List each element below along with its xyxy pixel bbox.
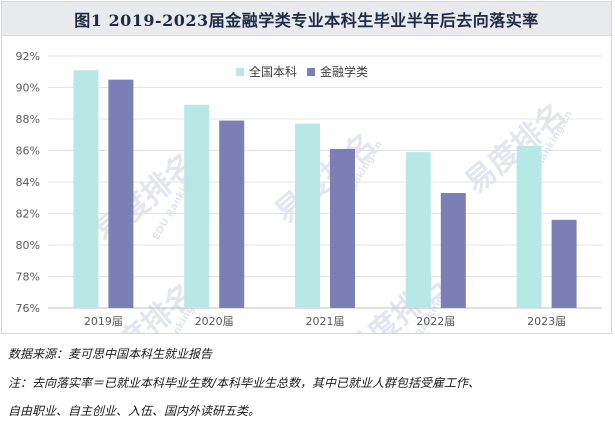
legend-label: 金融学类 [320,64,368,79]
footnote-line-2: 自由职业、自主创业、入伍、国内外读研五类。 [8,404,261,418]
bar-finance-4 [440,193,466,308]
bar-national-1 [73,70,99,308]
y-tick-label: 76% [16,302,40,315]
y-tick-label: 90% [16,82,40,95]
y-tick-label: 92% [16,50,40,63]
bar-finance-2 [219,120,245,308]
title-bar: 图1 2019-2023届金融学类专业本科生毕业半年后去向落实率 [2,2,611,36]
bar-national-2 [184,104,210,308]
x-tick-label: 2023届 [527,315,566,328]
gridlines [48,55,602,309]
y-tick-label: 88% [16,113,40,126]
legend-label: 全国本科 [249,64,297,79]
legend: 全国本科 金融学类 [236,64,368,79]
chart-title: 图1 2019-2023届金融学类专业本科生毕业半年后去向落实率 [74,10,539,30]
y-tick-label: 78% [16,271,40,284]
bar-national-5 [516,145,542,308]
bar-national-3 [295,123,320,308]
x-tick-label: 2021届 [306,315,345,328]
chart-container: 图1 2019-2023届金融学类专业本科生毕业半年后去向落实率 易度排名 EDU… [1,1,612,334]
legend-swatch [236,68,244,76]
y-tick-label: 82% [16,208,40,221]
bar-finance-1 [108,79,134,308]
axes: 76% 78% 80% 82% 84% 86% 88% 90% 92% 2019届 2020届 202… [16,50,567,328]
y-tick-label: 80% [16,239,40,252]
x-tick-label: 2019届 [84,315,123,328]
watermark-brand: 易度排名 [269,127,383,231]
y-tick-label: 86% [16,145,40,158]
x-tick-label: 2020届 [195,315,234,328]
source-note: 数据来源：麦可思中国本科生就业报告 [8,347,213,361]
x-tick-label: 2022届 [416,315,455,328]
bar-finance-3 [330,148,355,308]
bars [73,70,577,308]
bar-finance-5 [551,219,577,308]
legend-swatch [307,68,315,76]
footnote-line-1: 注：去向落实率＝已就业本科毕业生数/本科毕业生总数，其中已就业人群包括受雇工作、 [8,376,481,390]
watermark-brand: 易度排名 [459,97,573,201]
y-tick-label: 84% [16,176,40,189]
bar-national-4 [405,152,431,308]
